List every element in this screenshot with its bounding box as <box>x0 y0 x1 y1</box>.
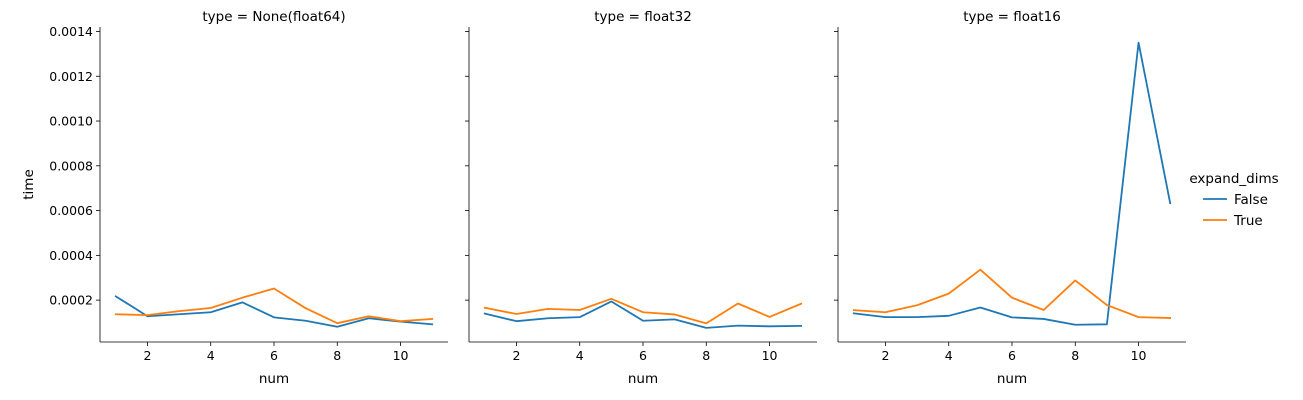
series-line-true <box>852 268 1172 319</box>
x-axis-label: num <box>259 371 289 387</box>
x-tick-label: 8 <box>1071 348 1079 363</box>
x-tick-label: 10 <box>762 348 778 363</box>
x-tick-label: 6 <box>639 348 647 363</box>
y-tick-label: 0.0004 <box>49 248 93 263</box>
x-tick-label: 2 <box>512 348 520 363</box>
x-tick-label: 4 <box>576 348 584 363</box>
x-tick-label: 6 <box>1008 348 1016 363</box>
x-tick-label: 8 <box>333 348 341 363</box>
series-line-true <box>483 297 803 325</box>
series-line-false <box>114 295 434 328</box>
x-axis-label: num <box>628 371 658 387</box>
x-tick-label: 10 <box>393 348 409 363</box>
x-tick-label: 2 <box>143 348 151 363</box>
facet-title: type = float32 <box>594 9 692 25</box>
legend-title: expand_dims <box>1189 171 1278 187</box>
y-tick-label: 0.0002 <box>49 293 93 308</box>
x-tick-label: 6 <box>270 348 278 363</box>
series-line-false <box>483 300 803 329</box>
x-tick-label: 4 <box>945 348 953 363</box>
x-tick-label: 10 <box>1131 348 1147 363</box>
x-tick-label: 2 <box>881 348 889 363</box>
y-axis-label: time <box>21 169 37 200</box>
legend-label: False <box>1234 192 1268 208</box>
x-tick-label: 4 <box>207 348 215 363</box>
y-tick-label: 0.0014 <box>49 24 93 39</box>
x-tick-label: 8 <box>702 348 710 363</box>
y-tick-label: 0.0006 <box>49 203 93 218</box>
x-axis-label: num <box>997 371 1027 387</box>
y-tick-label: 0.0012 <box>49 69 93 84</box>
series-line-false <box>852 41 1172 326</box>
facet-title: type = None(float64) <box>202 9 345 25</box>
series-line-true <box>114 287 434 325</box>
y-tick-label: 0.0008 <box>49 158 93 173</box>
y-tick-label: 0.0010 <box>49 114 93 129</box>
legend-label: True <box>1233 213 1263 229</box>
facet-title: type = float16 <box>963 9 1061 25</box>
